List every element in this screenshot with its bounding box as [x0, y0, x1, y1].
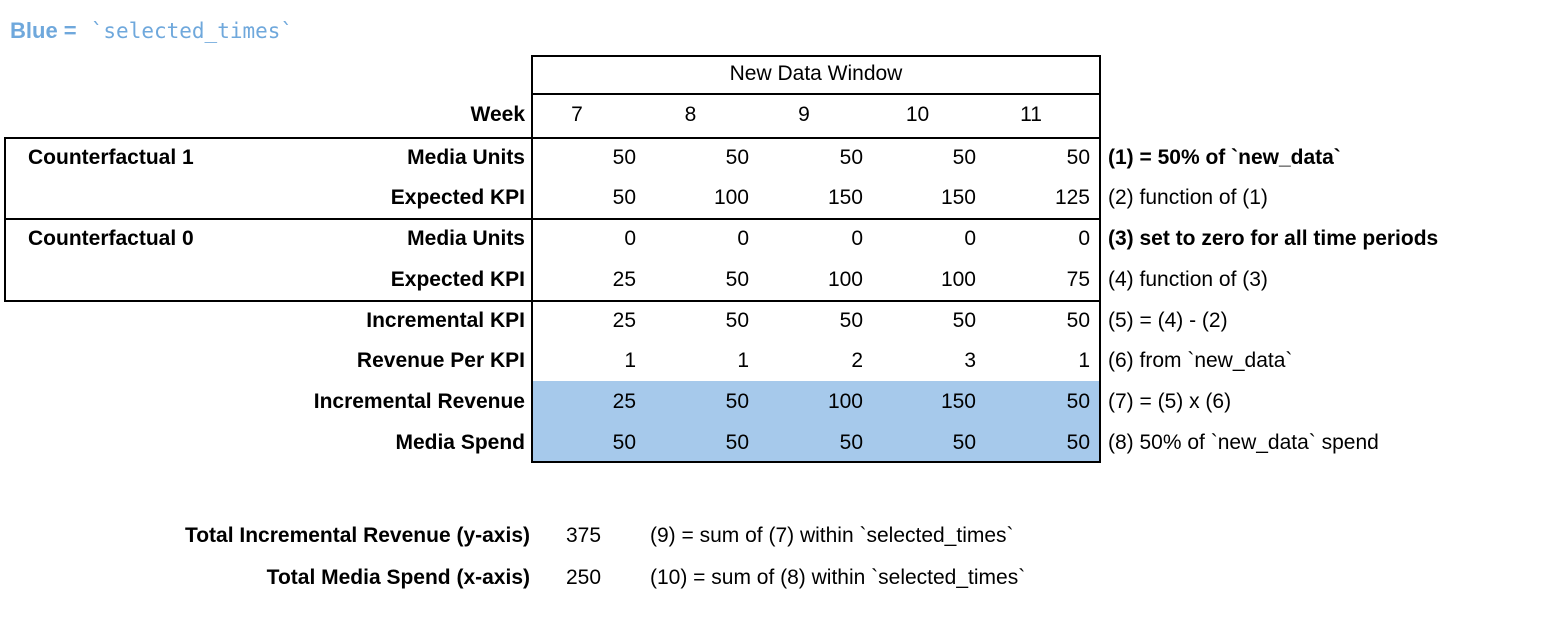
table-border-line: [4, 218, 1101, 220]
total-incremental-revenue-row: Total Incremental Revenue (y-axis) 375 (…: [0, 522, 1544, 550]
value-cell: 50: [952, 309, 976, 332]
value-cell: 50: [725, 390, 749, 413]
value-cell: 50: [612, 186, 636, 209]
value-cell: 150: [827, 186, 863, 209]
value-cell: 50: [1066, 431, 1090, 454]
value-cell: 50: [952, 431, 976, 454]
value-cell: 100: [827, 390, 863, 413]
week-cell: 10: [905, 103, 930, 126]
value-cell: 1: [1078, 349, 1090, 372]
table-row-highlighted: Media Spend 50 50 50 50 50 (8) 50% of `n…: [0, 422, 1544, 463]
row-annotation: (6) from `new_data`: [1108, 349, 1293, 372]
total-value: 375: [566, 524, 602, 547]
value-cell: 50: [839, 146, 863, 169]
table-row: Revenue Per KPI 1 1 2 3 1 (6) from `new_…: [0, 341, 1544, 381]
value-cell: 0: [737, 227, 749, 250]
group-label-counterfactual-0: Counterfactual 0: [28, 227, 194, 250]
table-row-highlighted: Incremental Revenue 25 50 100 150 50 (7)…: [0, 381, 1544, 422]
row-annotation: (4) function of (3): [1108, 268, 1268, 291]
week-cell: 8: [684, 103, 697, 126]
value-cell: 75: [1066, 268, 1090, 291]
value-cell: 25: [612, 390, 636, 413]
value-cell: 150: [940, 186, 976, 209]
row-label: Media Spend: [395, 431, 525, 454]
table-border-line: [531, 55, 533, 463]
row-annotation: (5) = (4) - (2): [1108, 309, 1228, 332]
value-cell: 0: [1078, 227, 1090, 250]
row-annotation: (3) set to zero for all time periods: [1108, 227, 1439, 250]
value-cell: 50: [1066, 146, 1090, 169]
value-cell: 50: [612, 431, 636, 454]
table-border-line: [1099, 55, 1101, 463]
value-cell: 0: [624, 227, 636, 250]
row-annotation: (1) = 50% of `new_data`: [1108, 146, 1341, 169]
week-label: Week: [470, 103, 525, 126]
row-label: Expected KPI: [390, 268, 525, 291]
total-annotation: (10) = sum of (8) within `selected_times…: [650, 566, 1026, 589]
group-label-counterfactual-1: Counterfactual 1: [28, 146, 194, 169]
row-annotation: (8) 50% of `new_data` spend: [1108, 431, 1379, 454]
table-row: Counterfactual 0 Media Units 0 0 0 0 0 (…: [0, 218, 1544, 259]
value-cell: 25: [612, 268, 636, 291]
value-cell: 1: [737, 349, 749, 372]
table-row: Expected KPI 50 100 150 150 125 (2) func…: [0, 178, 1544, 218]
table-row: Expected KPI 25 50 100 100 75 (4) functi…: [0, 259, 1544, 300]
total-annotation: (9) = sum of (7) within `selected_times`: [650, 524, 1014, 547]
total-label: Total Media Spend (x-axis): [266, 566, 530, 589]
row-label: Incremental KPI: [366, 309, 525, 332]
table-border-line: [531, 461, 1101, 463]
row-label: Revenue Per KPI: [356, 349, 525, 372]
selected-times-highlight: [533, 381, 1099, 461]
value-cell: 50: [725, 268, 749, 291]
legend-note-code: `selected_times`: [90, 19, 294, 43]
value-cell: 25: [612, 309, 636, 332]
value-cell: 1: [624, 349, 636, 372]
week-row: Week 7 8 9 10 11: [0, 93, 1544, 137]
total-value: 250: [566, 566, 602, 589]
value-cell: 50: [1066, 390, 1090, 413]
legend-note: Blue = `selected_times`: [10, 16, 293, 46]
row-label: Incremental Revenue: [313, 390, 525, 413]
value-cell: 50: [952, 146, 976, 169]
table-row: Incremental KPI 25 50 50 50 50 (5) = (4)…: [0, 300, 1544, 341]
value-cell: 50: [612, 146, 636, 169]
legend-note-prefix: Blue =: [10, 18, 77, 43]
value-cell: 50: [839, 309, 863, 332]
value-cell: 0: [851, 227, 863, 250]
value-cell: 125: [1054, 186, 1090, 209]
new-data-window-header: New Data Window: [729, 62, 903, 85]
value-cell: 50: [1066, 309, 1090, 332]
value-cell: 100: [940, 268, 976, 291]
week-cell: 9: [798, 103, 810, 126]
value-cell: 150: [940, 390, 976, 413]
table-row: Counterfactual 1 Media Units 50 50 50 50…: [0, 137, 1544, 178]
table-border-line: [531, 93, 1101, 95]
value-cell: 100: [827, 268, 863, 291]
week-cell: 7: [571, 103, 583, 126]
value-cell: 50: [839, 431, 863, 454]
row-annotation: (7) = (5) x (6): [1108, 390, 1232, 413]
row-label: Media Units: [407, 146, 525, 169]
row-label: Expected KPI: [390, 186, 525, 209]
table-border-line: [4, 137, 6, 302]
total-media-spend-row: Total Media Spend (x-axis) 250 (10) = su…: [0, 564, 1544, 592]
table-header-row: New Data Window: [0, 55, 1544, 93]
table-border-line: [4, 137, 1101, 139]
value-cell: 50: [725, 309, 749, 332]
table-border-line: [4, 300, 1101, 302]
row-annotation: (2) function of (1): [1108, 186, 1268, 209]
total-label: Total Incremental Revenue (y-axis): [184, 524, 530, 547]
week-cell: 11: [1020, 103, 1042, 126]
value-cell: 0: [964, 227, 976, 250]
value-cell: 2: [851, 349, 863, 372]
value-cell: 50: [725, 431, 749, 454]
row-label: Media Units: [407, 227, 525, 250]
table-border-line: [531, 55, 1101, 57]
value-cell: 100: [713, 186, 749, 209]
value-cell: 50: [725, 146, 749, 169]
value-cell: 3: [964, 349, 976, 372]
